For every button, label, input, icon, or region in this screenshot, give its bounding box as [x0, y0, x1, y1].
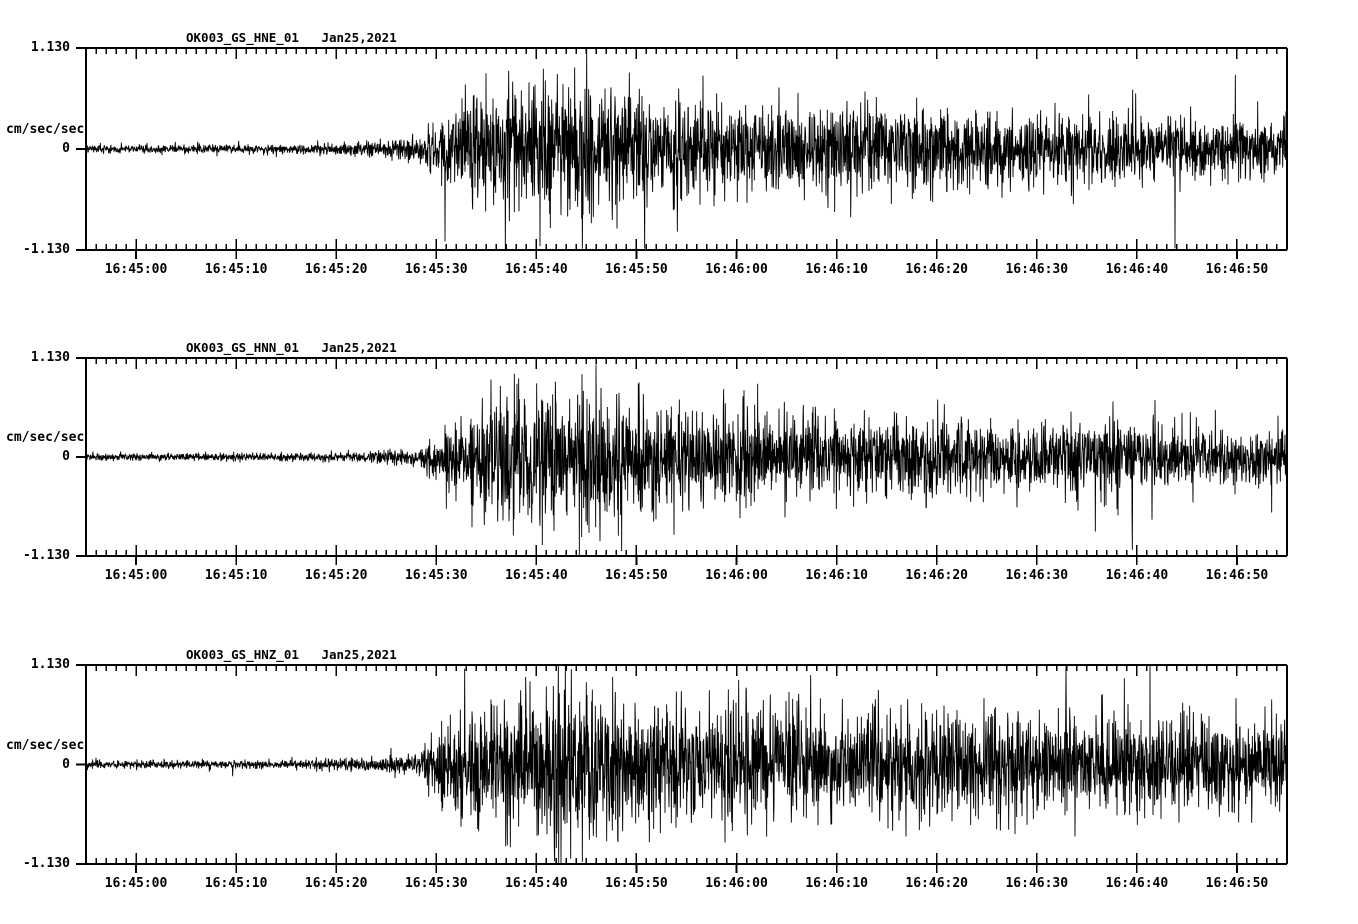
panel-hnz-xtick-label: 16:46:00 [705, 876, 768, 891]
panel-hne-xtick-label: 16:45:40 [505, 262, 568, 277]
panel-hnn-xtick-label: 16:46:10 [805, 568, 868, 583]
panel-hnz-xtick-label: 16:46:40 [1105, 876, 1169, 891]
panel-hnz-trace [85, 665, 1288, 864]
panel-hnn-xtick-label: 16:46:40 [1105, 568, 1169, 583]
panel-hnz-y-axis-unit-label: cm/sec/sec [6, 737, 85, 753]
panel-hnn-xtick-label: 16:45:50 [605, 568, 668, 583]
panel-hnz-xtick-label: 16:45:00 [104, 876, 168, 891]
panel-hnn-ytick-label: -1.130 [23, 548, 70, 563]
panel-hnz-xtick-label: 16:45:40 [505, 876, 568, 891]
panel-hnn-xtick-label: 16:45:20 [304, 568, 368, 583]
panel-hne-title: OK003_GS_HNE_01 Jan25,2021 [186, 30, 397, 45]
panel-hnz-ytick-label: -1.130 [23, 856, 70, 871]
panel-hnz-xtick-label: 16:45:10 [204, 876, 268, 891]
panel-hne-xtick-label: 16:45:30 [404, 262, 468, 277]
panel-hnz-xtick-label: 16:46:20 [905, 876, 969, 891]
panel-hne-ytick-label: -1.130 [23, 242, 70, 257]
panel-hne-ytick-label: 1.130 [30, 40, 70, 55]
panel-hne-xtick-label: 16:46:00 [705, 262, 768, 277]
panel-hnz-ytick-label: 0 [62, 756, 70, 772]
panel-hnn-xtick-label: 16:46:30 [1005, 568, 1069, 583]
panel-hne-xtick-label: 16:45:50 [605, 262, 668, 277]
panel-hnn-xtick-label: 16:46:50 [1205, 568, 1269, 583]
panel-hnz-xtick-label: 16:46:50 [1205, 876, 1269, 891]
panel-hnz-title: OK003_GS_HNZ_01 Jan25,2021 [186, 647, 397, 662]
panel-hne-xtick-label: 16:45:20 [304, 262, 368, 277]
panel-hne-xtick-label: 16:46:40 [1105, 262, 1169, 277]
panel-hnz-xtick-label: 16:45:30 [404, 876, 468, 891]
panel-hnn-xtick-label: 16:46:00 [705, 568, 768, 583]
panel-hne-xtick-label: 16:46:50 [1205, 262, 1269, 277]
panel-hnn-trace [85, 364, 1288, 555]
panel-hnn-ytick-label: 0 [62, 449, 70, 464]
panel-hnn-ytick-label: 1.130 [30, 350, 70, 365]
panel-hnn-xtick-label: 16:45:40 [505, 568, 568, 583]
panel-hnn-xtick-label: 16:45:10 [204, 568, 268, 583]
panel-hne-xtick-label: 16:46:30 [1005, 262, 1069, 277]
panel-hne-trace [85, 49, 1288, 250]
panel-hnz-xtick-label: 16:45:50 [605, 876, 668, 891]
panel-hnn-xtick-label: 16:45:30 [404, 568, 468, 583]
panel-hnz-xtick-label: 16:46:30 [1005, 876, 1069, 891]
panel-hne-ytick-label: 0 [62, 141, 70, 156]
panel-hnz-xtick-label: 16:46:10 [805, 876, 868, 891]
panel-hnz-ytick-label: 1.130 [30, 657, 70, 672]
panel-hnn-xtick-label: 16:46:20 [905, 568, 969, 583]
panel-hnn-y-axis-unit-label: cm/sec/sec [6, 430, 85, 445]
panel-hne-y-axis-unit-label: cm/sec/sec [6, 122, 85, 137]
panel-hne-xtick-label: 16:46:10 [805, 262, 868, 277]
panel-hnn-xtick-label: 16:45:00 [104, 568, 168, 583]
panel-hnz-xtick-label: 16:45:20 [304, 876, 368, 891]
panel-hnn-title: OK003_GS_HNN_01 Jan25,2021 [186, 340, 397, 355]
panel-hne-xtick-label: 16:45:10 [204, 262, 268, 277]
panel-hne-xtick-label: 16:45:00 [104, 262, 168, 277]
panel-hne-xtick-label: 16:46:20 [905, 262, 969, 277]
